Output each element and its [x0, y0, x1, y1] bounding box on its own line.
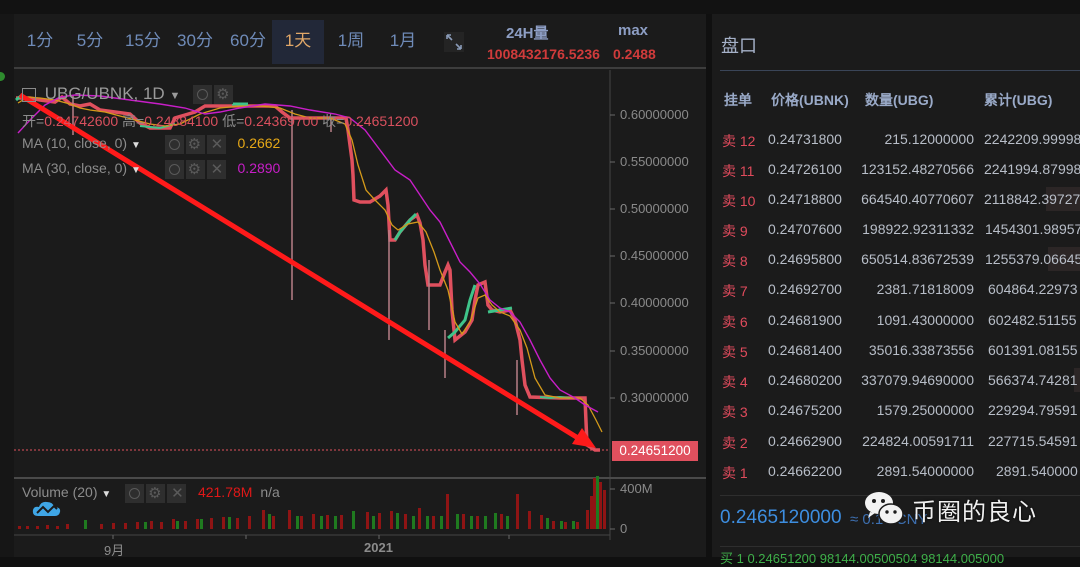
price-chart[interactable]	[0, 0, 710, 557]
ma30-value: 0.2890	[237, 160, 281, 177]
top-strip	[0, 0, 1080, 14]
ma30-legend[interactable]: MA (30, close, 0) ▼ ⚙ ✕ 0.2890	[22, 160, 280, 179]
close-value: 0.24651200	[344, 113, 419, 129]
symbol-collapse-icon[interactable]	[22, 87, 36, 102]
eye-icon[interactable]	[164, 160, 184, 179]
y-tick: 0.30000000	[620, 390, 689, 405]
high-value: 0.24884100	[144, 113, 219, 129]
last-price-divider-bottom	[720, 546, 1080, 547]
interval-15min[interactable]: 15分	[125, 31, 161, 50]
ma30-dropdown-icon[interactable]: ▼	[130, 165, 141, 177]
x-tick: 2021	[364, 540, 393, 555]
y-tick: 0.40000000	[620, 295, 689, 310]
gear-icon[interactable]: ⚙	[185, 160, 205, 179]
chart-panel	[14, 14, 706, 557]
last-price: 0.2465120000	[720, 507, 842, 528]
gear-icon[interactable]: ⚙	[185, 135, 205, 154]
ask-row[interactable]: 卖 10 0.24718800 664540.40770607 2118842.…	[712, 185, 1080, 215]
interval-1month[interactable]: 1月	[389, 31, 417, 50]
bid-row-text: 买 1 0.24651200 98144.00500504 98144.0050…	[720, 551, 1005, 566]
y-tick: 0.45000000	[620, 248, 689, 263]
volume-24h-value: 1008432176.5236	[487, 46, 600, 62]
eye-icon[interactable]	[125, 484, 145, 503]
last-price-divider-top	[720, 495, 1080, 496]
volume-y-tick: 400M	[620, 481, 653, 496]
interval-60min[interactable]: 60分	[230, 31, 266, 50]
ask-row[interactable]: 卖 8 0.24695800 650514.83672539 1255379.0…	[712, 245, 1080, 275]
x-tick: 9月	[104, 543, 125, 558]
volume-bars	[18, 476, 606, 529]
interval-5min[interactable]: 5分	[76, 31, 104, 50]
ask-row[interactable]: 卖 12 0.24731800 215.12000000 2242209.999…	[722, 131, 1080, 149]
y-tick: 0.60000000	[620, 107, 689, 122]
watermark-text: 币圈的良心	[912, 499, 1037, 526]
volume-dropdown-icon[interactable]: ▼	[101, 489, 112, 501]
volume-legend[interactable]: Volume (20) ▼ ⚙ ✕ 421.78M n/a	[22, 484, 280, 503]
interval-toolbar: 1分 5分 15分 30分 60分 1天 1周 1月 24H量 10084321…	[14, 20, 706, 66]
col-header-total: 累计(UBG)	[984, 92, 1053, 108]
ask-row[interactable]: 卖 11 0.24726100 123152.48270566 2241994.…	[722, 161, 1080, 179]
close-icon[interactable]: ✕	[167, 484, 187, 503]
expand-icon[interactable]	[444, 32, 464, 52]
y-tick: 0.55000000	[620, 154, 689, 169]
open-label: 开=	[22, 113, 45, 129]
symbol-title: UBG/UBNK, 1D	[44, 84, 165, 103]
volume-y-tick: 0	[620, 521, 628, 536]
close-label: 收=	[322, 113, 345, 129]
volume-24h-label: 24H量	[506, 25, 549, 42]
low-value: 0.24369700	[244, 113, 319, 129]
close-icon[interactable]: ✕	[206, 135, 226, 154]
open-value: 0.24742600	[44, 113, 119, 129]
orderbook-panel: 盘口 挂单 价格(UBNK) 数量(UBG) 累计(UBG) 卖 12 0.24…	[712, 14, 1080, 557]
interval-1week[interactable]: 1周	[337, 31, 365, 50]
volume-label: Volume (20)	[22, 484, 98, 501]
ma10-legend[interactable]: MA (10, close, 0) ▼ ⚙ ✕ 0.2662	[22, 135, 280, 154]
low-label: 低=	[222, 113, 245, 129]
ma30-label: MA (30, close, 0)	[22, 160, 128, 177]
ma10-label: MA (10, close, 0)	[22, 135, 128, 152]
wechat-icon	[862, 488, 906, 528]
ask-row[interactable]: 卖 4 0.24680200 337079.94690000 566374.74…	[712, 366, 1080, 396]
bid-row[interactable]: 买 1 0.24651200 98144.00500504 98144.0050…	[720, 548, 1004, 567]
cloud-logo-icon	[32, 500, 62, 523]
toolbar-divider	[14, 67, 706, 69]
interval-1day[interactable]: 1天	[272, 20, 324, 64]
current-price-tag: 0.24651200	[612, 441, 698, 461]
ma10-value: 0.2662	[237, 135, 281, 152]
status-dot	[0, 72, 5, 81]
col-header-side: 挂单	[724, 92, 752, 108]
orderbook-divider	[720, 70, 1080, 71]
ask-row[interactable]: 卖 5 0.24681400 35016.33873556 601391.081…	[722, 342, 1078, 360]
max-label: max	[618, 22, 649, 39]
gear-icon[interactable]: ⚙	[146, 484, 166, 503]
ask-row[interactable]: 卖 9 0.24707600 198922.92311332 1454301.9…	[722, 221, 1080, 239]
left-gutter	[0, 14, 14, 557]
ohlc-legend: 开=0.24742600 高=0.24884100 低=0.24369700 收…	[22, 111, 418, 131]
symbol-dropdown-icon[interactable]: ▼	[169, 90, 181, 102]
y-tick: 0.35000000	[620, 343, 689, 358]
annotation-arrow-icon	[572, 428, 596, 448]
close-icon[interactable]: ✕	[206, 160, 226, 179]
col-header-price: 价格(UBNK)	[771, 92, 849, 108]
ask-row[interactable]: 卖 6 0.24681900 1091.43000000 602482.5115…	[722, 312, 1077, 330]
interval-1min[interactable]: 1分	[26, 31, 54, 50]
col-header-qty: 数量(UBG)	[865, 92, 934, 108]
ask-row[interactable]: 卖 3 0.24675200 1579.25000000 229294.7959…	[722, 402, 1078, 420]
orderbook-title: 盘口	[721, 36, 757, 56]
high-label: 高=	[122, 113, 145, 129]
y-tick: 0.50000000	[620, 201, 689, 216]
eye-icon[interactable]	[164, 135, 184, 154]
volume-value: 421.78M	[197, 484, 253, 501]
gear-icon[interactable]: ⚙	[214, 85, 234, 105]
ask-row[interactable]: 卖 1 0.24662200 2891.54000000 2891.540000	[722, 463, 1078, 481]
symbol-legend[interactable]: UBG/UBNK, 1D ▼ ⚙	[22, 84, 235, 105]
interval-30min[interactable]: 30分	[177, 31, 213, 50]
max-value: 0.2488	[613, 46, 656, 62]
volume-extra: n/a	[260, 484, 280, 501]
eye-icon[interactable]	[193, 85, 213, 105]
ma10-dropdown-icon[interactable]: ▼	[130, 140, 141, 152]
ask-row[interactable]: 卖 2 0.24662900 224824.00591711 227715.54…	[722, 433, 1078, 451]
ask-row[interactable]: 卖 7 0.24692700 2381.71818009 604864.2297…	[722, 281, 1078, 299]
